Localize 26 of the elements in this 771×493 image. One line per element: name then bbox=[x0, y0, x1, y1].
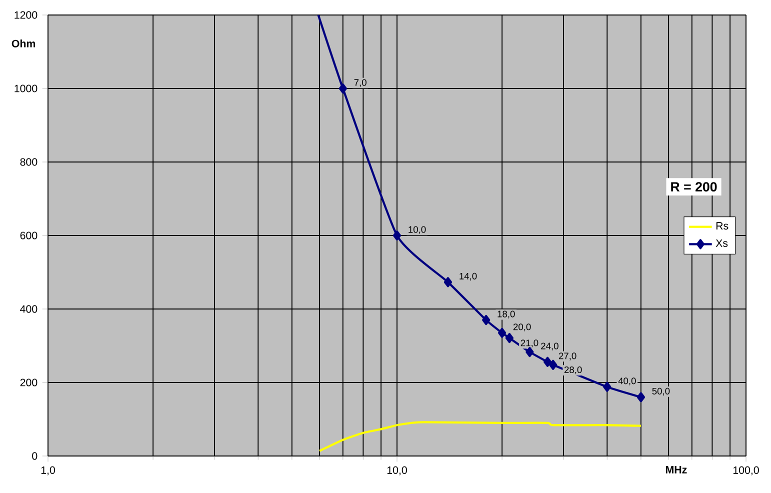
y-tick-label: 200 bbox=[20, 378, 38, 386]
annotation: 18,0 bbox=[498, 310, 515, 318]
annotation: 10,0 bbox=[408, 226, 426, 234]
x-axis-title: MHz bbox=[666, 466, 687, 474]
annotation: 50,0 bbox=[652, 388, 670, 396]
annotation: 40,0 bbox=[618, 378, 636, 386]
annotation: 27,0 bbox=[558, 352, 576, 360]
annotation: 24,0 bbox=[541, 342, 558, 350]
y-tick-label: 1200 bbox=[14, 11, 38, 19]
x-tick-label: 100,0 bbox=[733, 466, 759, 476]
annotation: R = 200 bbox=[671, 182, 717, 192]
y-tick-label: 1000 bbox=[14, 84, 38, 92]
y-tick-label: 400 bbox=[20, 305, 38, 313]
y-tick-label: 0 bbox=[32, 452, 38, 460]
x-tick-label: 1,0 bbox=[41, 466, 56, 476]
x-tick-label: 10,0 bbox=[387, 466, 407, 476]
annotation: 21,0 bbox=[520, 340, 538, 348]
annotation: 7,0 bbox=[354, 79, 366, 87]
annotation: 14,0 bbox=[460, 272, 477, 281]
annotation: 28,0 bbox=[564, 366, 582, 374]
legend-label: Xs bbox=[716, 239, 728, 247]
y-tick-label: 800 bbox=[20, 158, 38, 166]
annotation: 20,0 bbox=[513, 324, 531, 332]
y-tick-label: 600 bbox=[20, 232, 38, 240]
y-axis-title: Ohm bbox=[12, 40, 36, 48]
legend-label: Rs bbox=[716, 222, 728, 230]
